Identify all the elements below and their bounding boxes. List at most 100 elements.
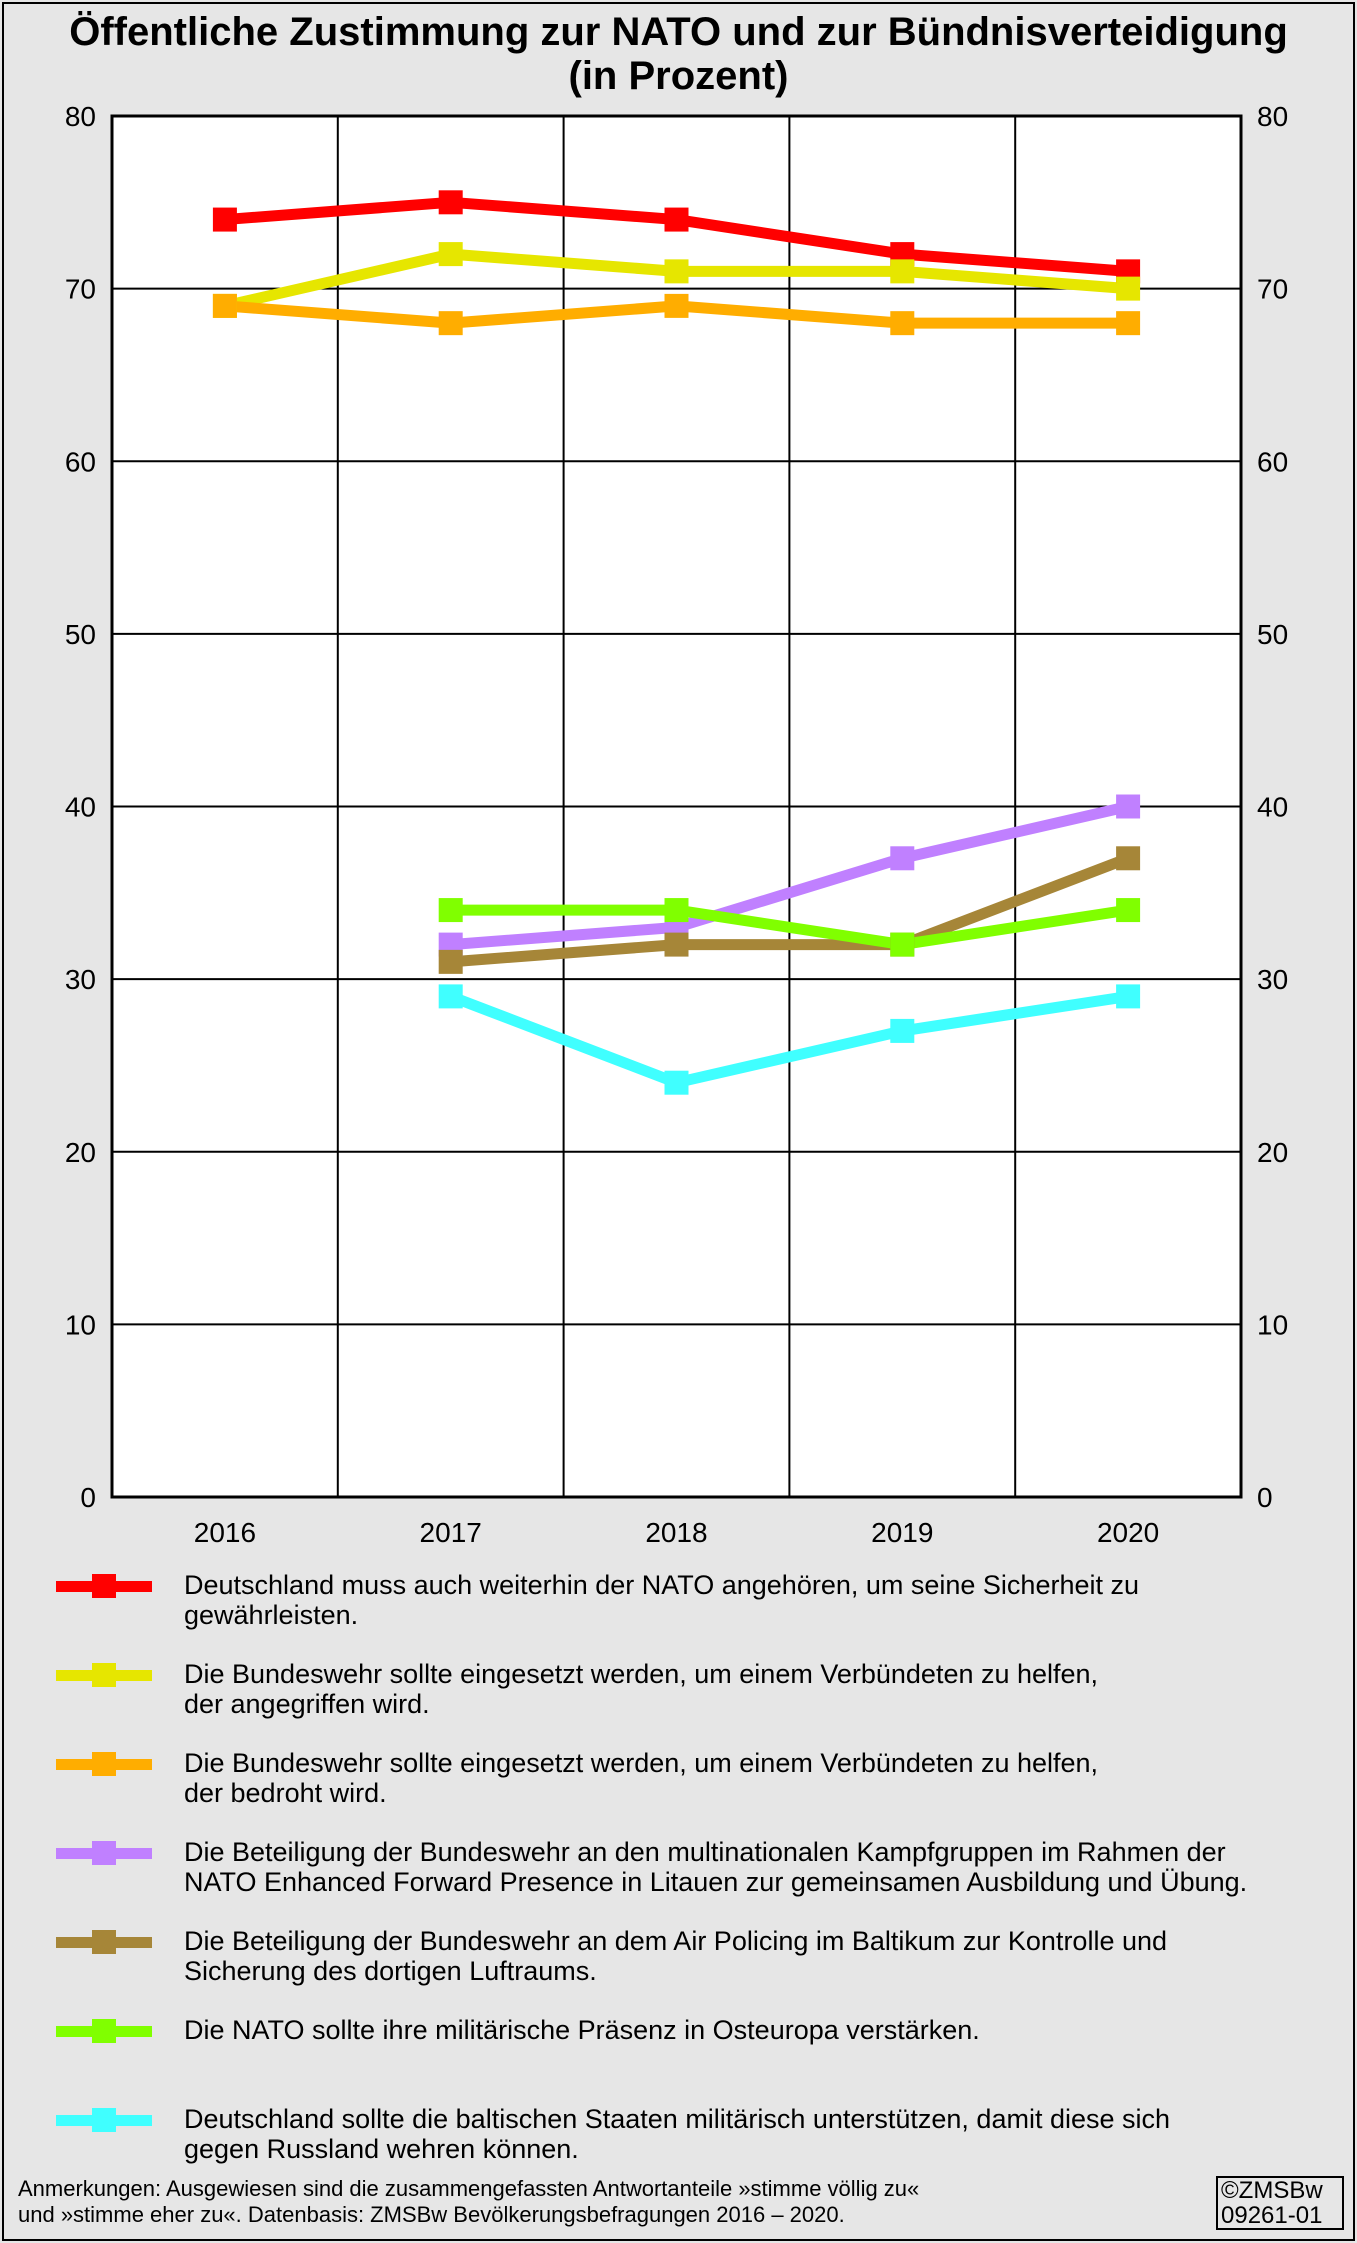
y-tick-label-left-70: 70	[65, 274, 96, 305]
legend-item-3: Die Bundeswehr sollte eingesetzt werden,…	[0, 1748, 1357, 1818]
series-6-point-2019	[890, 932, 915, 957]
legend-swatch-6	[56, 2019, 152, 2043]
legend-item-2: Die Bundeswehr sollte eingesetzt werden,…	[0, 1659, 1357, 1729]
series-3-point-2019	[890, 311, 915, 336]
series-7-point-2019	[890, 1018, 915, 1043]
legend-label-line: NATO Enhanced Forward Presence in Litaue…	[184, 1867, 1248, 1897]
series-4-point-2019	[890, 846, 915, 871]
series-2-point-2019	[890, 259, 915, 284]
legend-swatch-7	[56, 2108, 152, 2132]
y-tick-label-left-10: 10	[65, 1309, 96, 1340]
legend-label-3: Die Bundeswehr sollte eingesetzt werden,…	[184, 1748, 1344, 1808]
chart-title-line-2: (in Prozent)	[568, 54, 789, 98]
series-3-point-2016	[212, 293, 237, 318]
notes: Anmerkungen: Ausgewiesen sind die zusamm…	[18, 2176, 919, 2228]
y-tick-label-right-10: 10	[1257, 1309, 1288, 1340]
series-7-point-2018	[664, 1070, 689, 1095]
notes-line-2: und »stimme eher zu«. Datenbasis: ZMSBw …	[18, 2202, 845, 2227]
legend-swatch-4	[56, 1841, 152, 1865]
legend-label-6: Die NATO sollte ihre militärische Präsen…	[184, 2015, 1344, 2045]
y-tick-label-right-30: 30	[1257, 964, 1288, 995]
legend-item-5: Die Beteiligung der Bundeswehr an dem Ai…	[0, 1926, 1357, 1996]
legend-item-7: Deutschland sollte die baltischen Staate…	[0, 2104, 1357, 2174]
series-3-point-2020	[1116, 311, 1141, 336]
y-tick-label-left-0: 0	[80, 1482, 96, 1513]
legend-swatch-marker	[92, 1663, 116, 1687]
legend-item-6: Die NATO sollte ihre militärische Präsen…	[0, 2015, 1357, 2085]
y-tick-label-right-40: 40	[1257, 792, 1288, 823]
x-tick-label-2019: 2019	[871, 1517, 933, 1548]
series-2-point-2017	[438, 242, 463, 267]
y-tick-label-right-70: 70	[1257, 274, 1288, 305]
y-tick-label-left-20: 20	[65, 1137, 96, 1168]
legend-label-line: Sicherung des dortigen Luftraums.	[184, 1956, 597, 1986]
notes-line-1: Anmerkungen: Ausgewiesen sind die zusamm…	[18, 2176, 920, 2201]
series-5-point-2020	[1116, 846, 1141, 871]
series-3-point-2017	[438, 311, 463, 336]
series-line-6	[450, 904, 1129, 951]
series-1-point-2018	[664, 207, 689, 232]
y-tick-label-left-30: 30	[65, 964, 96, 995]
y-tick-label-left-40: 40	[65, 792, 96, 823]
series-line-7	[448, 990, 1129, 1089]
x-tick-label-2018: 2018	[645, 1517, 707, 1548]
legend-swatch-5	[56, 1930, 152, 1954]
y-tick-label-right-60: 60	[1257, 446, 1288, 477]
x-tick-label-2016: 2016	[194, 1517, 256, 1548]
y-tick-label-left-60: 60	[65, 446, 96, 477]
legend-label-line: Die Beteiligung der Bundeswehr an den mu…	[184, 1837, 1226, 1867]
copyright-box: ©ZMSBw 09261-01	[1216, 2176, 1344, 2230]
legend-label-line: der bedroht wird.	[184, 1778, 387, 1808]
legend-swatch-2	[56, 1663, 152, 1687]
legend-label-line: der angegriffen wird.	[184, 1689, 430, 1719]
legend-swatch-marker	[92, 2019, 116, 2043]
legend-swatch-3	[56, 1752, 152, 1776]
legend-item-1: Deutschland muss auch weiterhin der NATO…	[0, 1570, 1357, 1640]
series-1-point-2017	[438, 190, 463, 215]
legend-swatch-marker	[92, 2108, 116, 2132]
series-6-point-2018	[664, 898, 689, 923]
series-1-point-2016	[212, 207, 237, 232]
legend-swatch-marker	[92, 1930, 116, 1954]
legend-label-line: Die Beteiligung der Bundeswehr an dem Ai…	[184, 1926, 1168, 1956]
series-6-point-2020	[1116, 898, 1141, 923]
legend-label-line: gewährleisten.	[184, 1600, 359, 1630]
legend-label-5: Die Beteiligung der Bundeswehr an dem Ai…	[184, 1926, 1344, 1986]
legend-label-line: Deutschland sollte die baltischen Staate…	[184, 2104, 1171, 2134]
legend-label-7: Deutschland sollte die baltischen Staate…	[184, 2104, 1344, 2164]
series-2-point-2020	[1116, 276, 1141, 301]
series-6-point-2017	[438, 898, 463, 923]
x-tick-label-2020: 2020	[1097, 1517, 1159, 1548]
legend-label-line: gegen Russland wehren können.	[184, 2134, 579, 2164]
series-7-point-2017	[438, 984, 463, 1009]
plot-border	[110, 114, 1243, 1499]
legend-swatch-marker	[92, 1841, 116, 1865]
series-4-point-2020	[1116, 794, 1141, 819]
legend-label-line: Die Bundeswehr sollte eingesetzt werden,…	[184, 1659, 1099, 1689]
y-tick-label-right-80: 80	[1257, 101, 1288, 132]
y-tick-label-right-50: 50	[1257, 619, 1288, 650]
y-tick-label-left-80: 80	[65, 101, 96, 132]
legend-label-line: Die NATO sollte ihre militärische Präsen…	[184, 2015, 980, 2045]
legend-swatch-marker	[92, 1574, 116, 1598]
legend-label-4: Die Beteiligung der Bundeswehr an den mu…	[184, 1837, 1344, 1897]
copyright-line-1: ©ZMSBw	[1221, 2177, 1323, 2204]
legend-swatch-marker	[92, 1752, 116, 1776]
y-tick-label-right-20: 20	[1257, 1137, 1288, 1168]
legend-label-line: Deutschland muss auch weiterhin der NATO…	[184, 1570, 1140, 1600]
legend-swatch-1	[56, 1574, 152, 1598]
x-tick-label-2017: 2017	[420, 1517, 482, 1548]
series-5-point-2017	[438, 949, 463, 974]
legend-label-1: Deutschland muss auch weiterhin der NATO…	[184, 1570, 1344, 1630]
series-line-5	[450, 853, 1131, 968]
legend-label-2: Die Bundeswehr sollte eingesetzt werden,…	[184, 1659, 1344, 1719]
series-2-point-2018	[664, 259, 689, 284]
copyright-line-2: 09261-01	[1221, 2202, 1323, 2229]
chart-title: Öffentliche Zustimmung zur NATO und zur …	[0, 10, 1357, 98]
legend-label-line: Die Bundeswehr sollte eingesetzt werden,…	[184, 1748, 1099, 1778]
series-3-point-2018	[664, 293, 689, 318]
y-tick-label-right-0: 0	[1257, 1482, 1273, 1513]
legend-item-4: Die Beteiligung der Bundeswehr an den mu…	[0, 1837, 1357, 1907]
chart-title-line-1: Öffentliche Zustimmung zur NATO und zur …	[69, 10, 1288, 54]
